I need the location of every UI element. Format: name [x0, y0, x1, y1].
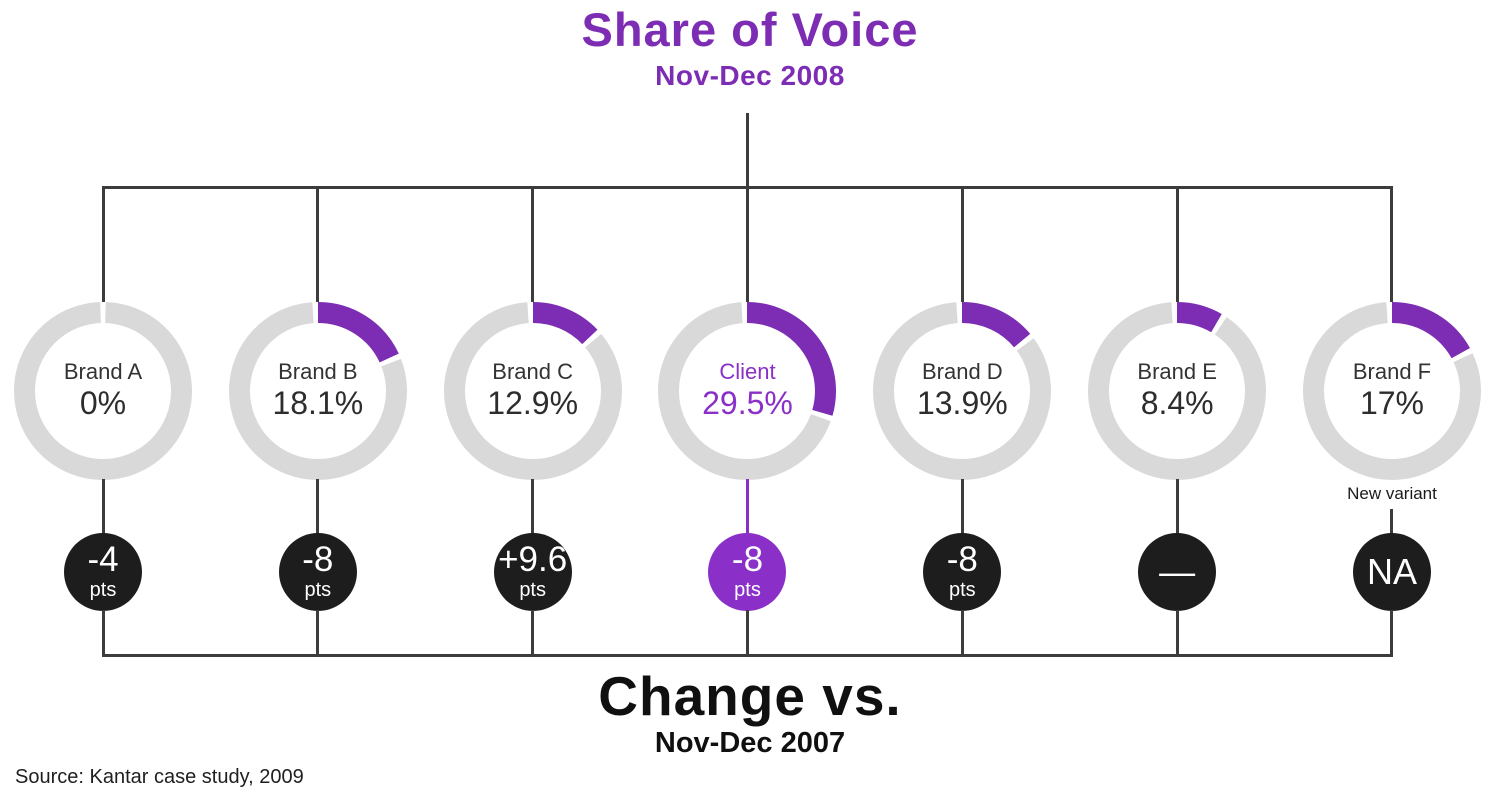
comparison-subtitle: Nov-Dec 2007	[654, 727, 846, 759]
donut-arc	[443, 302, 622, 480]
top-drop-brand-e	[1175, 185, 1179, 303]
mid-connector-brand-a	[101, 479, 105, 534]
donut-gap-start	[227, 301, 408, 481]
donut-gap-start	[1301, 301, 1482, 481]
note-new-variant: New variant	[1347, 484, 1437, 503]
donut-text-brand-c: Brand C 12.9%	[444, 302, 622, 480]
donut-brand-a: Brand A 0%	[13, 301, 193, 481]
mid-connector-brand-d	[960, 479, 964, 534]
bottom-drop-brand-a	[101, 610, 105, 657]
donut-brand-e: Brand E 8.4%	[1087, 301, 1268, 481]
donut-brand-b: Brand B 18.1%	[227, 301, 408, 481]
change-badge-brand-e: —	[1138, 533, 1217, 611]
mid-connector-brand-f	[1390, 509, 1394, 534]
change-badge-brand-a: -4 pts	[64, 533, 142, 611]
share-value: 12.9%	[487, 385, 579, 422]
brand-label: Brand A	[63, 359, 143, 385]
brand-label: Client	[719, 359, 776, 385]
donut-text-brand-d: Brand D 13.9%	[873, 302, 1051, 480]
mid-connector-client	[745, 479, 749, 534]
brand-label: Brand E	[1137, 359, 1217, 385]
bottom-drop-brand-d	[960, 610, 964, 657]
change-badge-brand-d: -8 pts	[923, 533, 1002, 611]
change-value: +9.6	[498, 540, 568, 580]
donut-chart	[657, 301, 838, 481]
brand-label: Brand D	[921, 359, 1003, 385]
mid-connector-brand-e	[1175, 479, 1179, 534]
top-drop-brand-d	[960, 185, 964, 303]
change-value: -8	[731, 540, 764, 580]
donut-arc	[873, 302, 1052, 480]
mid-connector-brand-c	[531, 479, 535, 534]
share-value: 29.5%	[702, 385, 793, 422]
change-badge-client: -8 pts	[708, 533, 787, 611]
donut-gap-start	[1087, 301, 1268, 481]
share-value: 17%	[1359, 385, 1424, 422]
donut-brand-d: Brand D 13.9%	[872, 301, 1053, 481]
change-badge-brand-f: NA	[1352, 533, 1431, 611]
top-drop-brand-f	[1390, 185, 1394, 303]
comparison-title: Change vs.	[598, 665, 902, 727]
share-value: 13.9%	[916, 385, 1008, 422]
bottom-drop-brand-e	[1175, 610, 1179, 657]
bottom-drop-brand-b	[316, 610, 320, 657]
chart-subtitle: Nov-Dec 2008	[655, 60, 845, 91]
change-value: NA	[1366, 551, 1417, 592]
bottom-drop-brand-c	[531, 610, 535, 657]
donut-text-brand-a: Brand A 0%	[14, 302, 192, 480]
share-value: 0%	[79, 385, 127, 422]
share-value: 18.1%	[272, 385, 364, 422]
top-drop-client	[745, 113, 749, 303]
donut-text-brand-f: Brand F 17%	[1303, 302, 1481, 480]
donut-client: Client 29.5%	[657, 301, 838, 481]
donut-chart	[872, 301, 1053, 481]
donut-gap-end	[1087, 301, 1268, 481]
donut-text-brand-b: Brand B 18.1%	[229, 302, 407, 480]
donut-chart	[1087, 301, 1268, 481]
donut-chart	[442, 301, 623, 481]
donut-arc	[228, 302, 407, 480]
chart-title: Share of Voice	[581, 3, 919, 56]
source-note: Source: Kantar case study, 2009	[15, 766, 304, 788]
change-value: -4	[87, 540, 119, 580]
share-value: 8.4%	[1140, 385, 1214, 422]
donut-text-client: Client 29.5%	[658, 302, 836, 480]
donut-gap-end	[227, 301, 408, 481]
donut-chart	[1301, 301, 1482, 481]
change-value: -8	[946, 540, 978, 580]
change-unit: pts	[948, 578, 976, 601]
mid-connector-brand-b	[316, 479, 320, 534]
donut-text-brand-e: Brand E 8.4%	[1088, 302, 1266, 480]
bottom-drop-client	[745, 610, 749, 657]
donut-brand-f: Brand F 17%	[1301, 301, 1482, 481]
donut-chart	[13, 301, 193, 481]
donut-gap-end	[657, 301, 838, 481]
brand-label: Brand F	[1352, 359, 1432, 385]
change-unit: pts	[519, 578, 546, 601]
top-drop-brand-b	[316, 185, 320, 303]
donut-gap-start	[13, 301, 193, 481]
change-value: -8	[302, 540, 334, 580]
donut-arc	[658, 302, 837, 480]
change-unit: pts	[304, 578, 332, 601]
donut-chart	[227, 301, 408, 481]
change-value: —	[1159, 551, 1196, 592]
top-drop-brand-c	[531, 185, 535, 303]
donut-brand-c: Brand C 12.9%	[442, 301, 623, 481]
donut-arc	[1302, 302, 1481, 480]
change-unit: pts	[734, 578, 761, 601]
change-badge-brand-b: -8 pts	[278, 533, 357, 611]
brand-label: Brand C	[492, 359, 574, 385]
top-drop-brand-a	[101, 185, 105, 303]
change-unit: pts	[89, 578, 117, 601]
donut-arc	[1088, 302, 1267, 480]
bottom-drop-brand-f	[1390, 610, 1394, 657]
change-badge-brand-c: +9.6 pts	[493, 533, 572, 611]
brand-label: Brand B	[278, 359, 358, 385]
